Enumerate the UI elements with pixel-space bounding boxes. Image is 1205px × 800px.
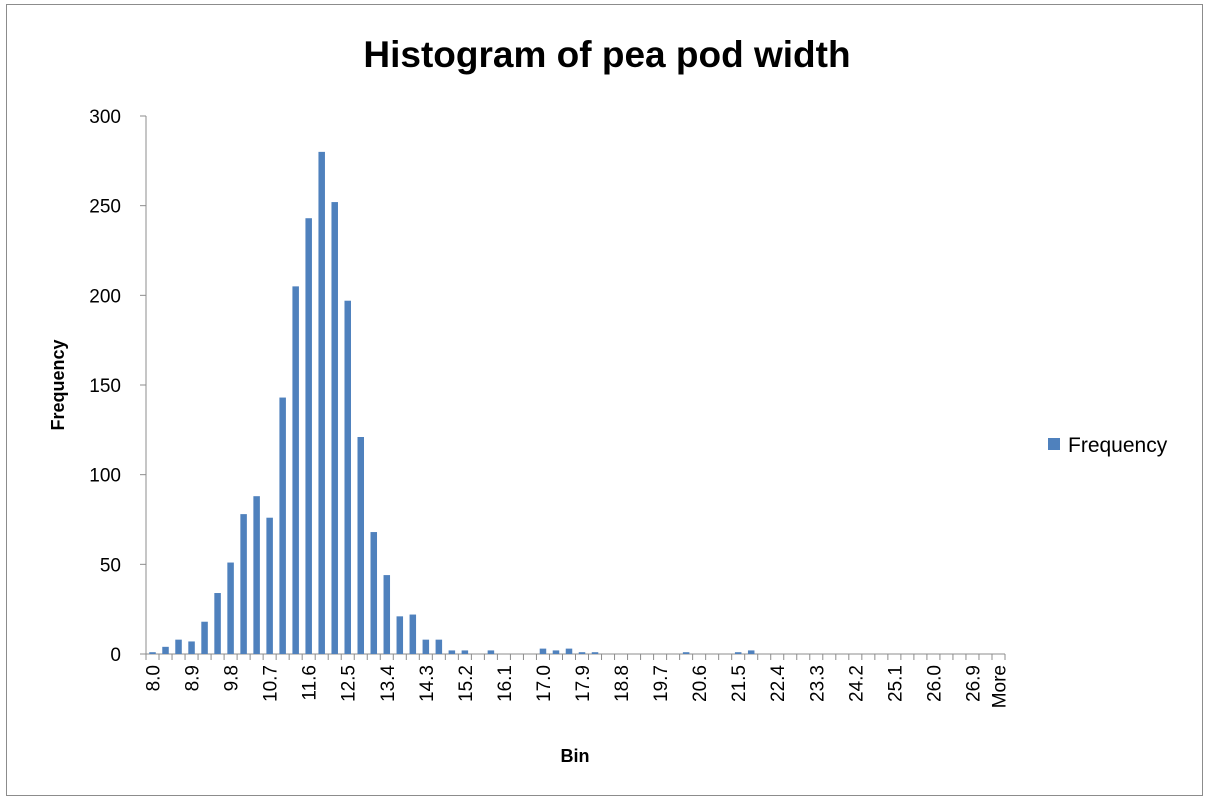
x-tick-label: 17.9: [573, 665, 594, 702]
histogram-bar: [318, 151, 325, 654]
histogram-bar: [383, 575, 391, 654]
plot-area: 0 50 100 150 200 250 300 8.0 8.9 9.8 10.7 11.6 12.5 1…: [89, 107, 1010, 708]
x-tick-label: 20.6: [690, 665, 711, 702]
histogram-bar: [201, 621, 208, 654]
histogram-bar: [435, 639, 443, 654]
x-tick-label: 19.7: [651, 665, 672, 702]
legend-swatch: [1048, 438, 1060, 450]
x-tick-label: More: [989, 665, 1010, 708]
x-tick-label: 14.3: [417, 665, 438, 702]
histogram-bar: [188, 641, 195, 654]
x-tick-label: 26.9: [963, 665, 984, 702]
y-tick-label: 0: [110, 645, 121, 666]
x-tick-label: 26.0: [924, 665, 945, 702]
histogram-bar: [266, 517, 273, 654]
histogram-bar: [214, 593, 221, 654]
y-tick-label: 50: [100, 555, 121, 576]
histogram-bar: [448, 650, 456, 654]
histogram-bar: [682, 652, 690, 654]
histogram-bar: [409, 614, 417, 654]
histogram-bar: [149, 652, 156, 654]
histogram-bar: [734, 652, 742, 654]
histogram-bar: [552, 650, 560, 654]
y-axis-title: Frequency: [48, 339, 68, 430]
legend-label: Frequency: [1068, 434, 1168, 457]
x-tick-label: 8.0: [144, 665, 165, 691]
legend: Frequency: [1048, 434, 1168, 457]
x-tick-label: 23.3: [807, 665, 828, 702]
histogram-bar: [578, 652, 586, 654]
x-tick-label: 10.7: [261, 665, 282, 702]
x-tick-label: 25.1: [885, 665, 906, 702]
histogram-bar: [747, 650, 755, 654]
chart-frame: [6, 4, 1203, 796]
histogram-bar: [357, 437, 365, 654]
x-tick-label: 16.1: [495, 665, 516, 702]
histogram-bar: [227, 562, 234, 654]
y-tick-label: 200: [89, 286, 121, 307]
x-tick-label: 8.9: [183, 665, 204, 691]
histogram-bar: [539, 648, 547, 654]
x-tick-label: 11.6: [300, 665, 321, 701]
histogram-bar: [305, 218, 312, 654]
x-tick-label: 15.2: [456, 665, 477, 702]
histogram-bar: [175, 639, 182, 654]
histogram-bar: [422, 639, 430, 654]
histogram-bar: [240, 514, 247, 654]
x-tick-label: 18.8: [612, 665, 633, 702]
y-tick-label: 150: [89, 376, 121, 397]
y-tick-label: 250: [89, 197, 121, 218]
histogram-bar: [461, 650, 469, 654]
histogram-bar: [396, 616, 404, 654]
histogram-bar: [331, 202, 338, 654]
x-tick-label: 22.4: [768, 665, 789, 702]
x-axis-title: Bin: [561, 746, 590, 766]
x-tick-label: 12.5: [339, 665, 360, 702]
y-tick-label: 300: [89, 107, 121, 128]
x-tick-label: 9.8: [222, 665, 243, 691]
x-tick-label: 21.5: [729, 665, 750, 702]
histogram-bar: [253, 496, 260, 654]
histogram-bar: [370, 532, 378, 654]
x-tick-label: 13.4: [378, 665, 399, 702]
histogram-bar: [162, 646, 169, 654]
x-tick-label: 24.2: [846, 665, 867, 702]
histogram-bar: [591, 652, 599, 654]
chart-title: Histogram of pea pod width: [363, 34, 850, 75]
histogram-bar: [279, 397, 286, 654]
histogram-bar: [565, 648, 573, 654]
y-tick-label: 100: [89, 466, 121, 487]
histogram-bar: [487, 650, 495, 654]
x-tick-label: 17.0: [534, 665, 555, 702]
histogram-bar: [344, 300, 351, 654]
histogram-bar: [292, 286, 299, 654]
